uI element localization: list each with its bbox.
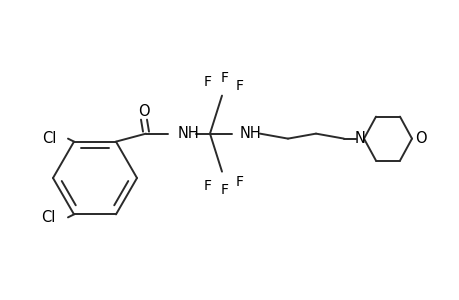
- Text: F: F: [220, 70, 229, 85]
- Text: Cl: Cl: [41, 210, 56, 225]
- Text: F: F: [235, 175, 243, 189]
- Text: F: F: [203, 178, 212, 193]
- Text: O: O: [138, 104, 150, 119]
- Text: F: F: [203, 75, 212, 88]
- Text: NH: NH: [240, 126, 261, 141]
- Text: F: F: [235, 79, 243, 93]
- Text: N: N: [354, 131, 364, 146]
- Text: O: O: [414, 131, 426, 146]
- Text: NH: NH: [178, 126, 199, 141]
- Text: F: F: [220, 183, 229, 196]
- Text: Cl: Cl: [41, 131, 56, 146]
